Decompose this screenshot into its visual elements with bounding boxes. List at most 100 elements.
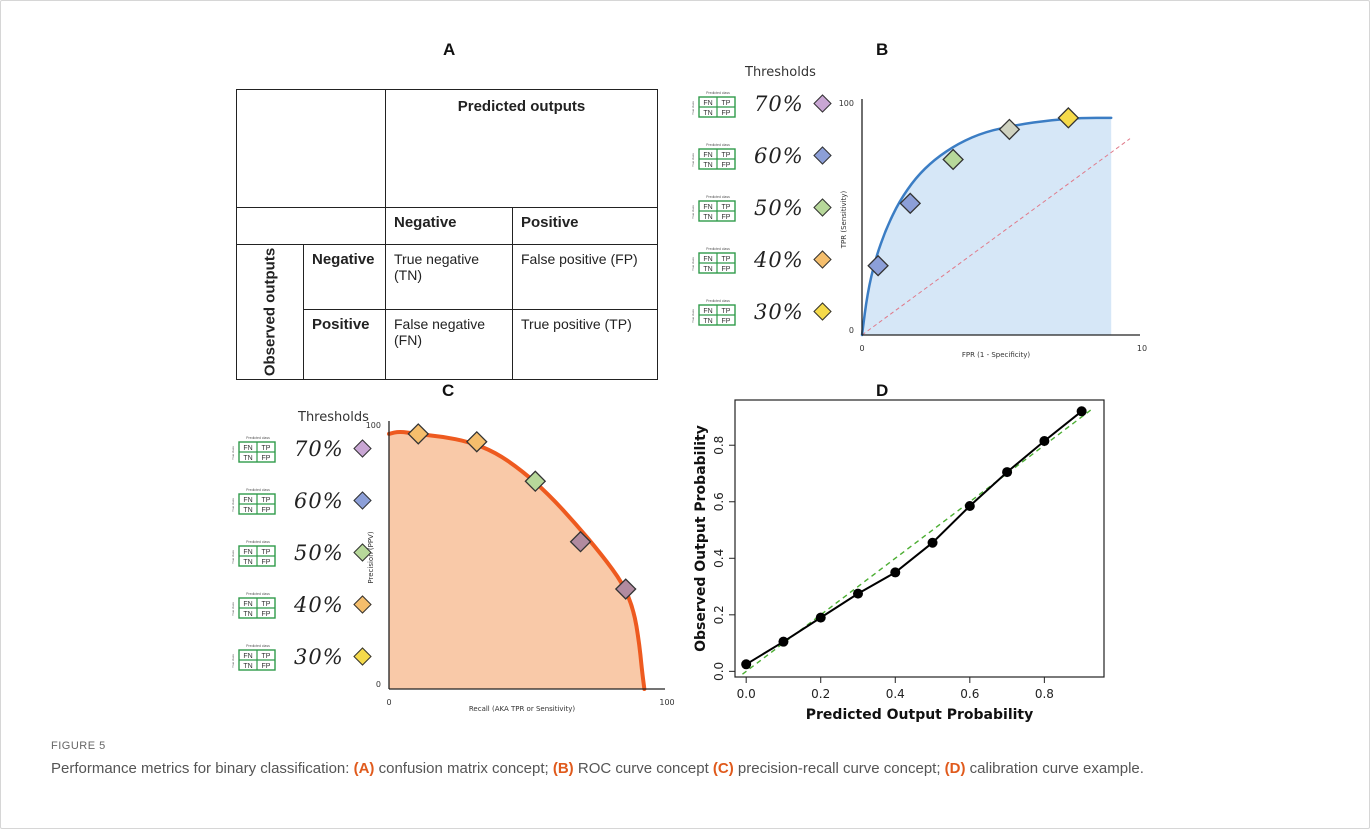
mini-cm-cell-label: TN <box>243 611 252 618</box>
mini-cm-cell-label: FN <box>703 100 712 107</box>
mini-cm-cell-label: TN <box>703 110 712 117</box>
threshold-row: Predicted class True class FN TP TN FP 60% <box>230 487 380 517</box>
y-tick-max: 100 <box>839 99 854 108</box>
cm-col-positive-cell: Positive <box>512 207 658 245</box>
calibration-point <box>1002 467 1013 478</box>
cm-tp-cell: True positive (TP) <box>512 309 658 380</box>
threshold-row: Predicted class True class FN TP TN FP 60% <box>690 142 840 172</box>
mini-cm-side: True class <box>691 153 695 167</box>
x-tick-min: 0 <box>859 344 864 353</box>
calibration-point <box>815 612 826 623</box>
cm-col-negative: Negative <box>394 214 457 231</box>
caption-intro: Performance metrics for binary classific… <box>51 760 354 777</box>
threshold-marker <box>1057 107 1080 129</box>
mini-cm-side: True class <box>231 446 235 460</box>
threshold-label: 40% <box>294 593 344 617</box>
y-tick-min: 0 <box>376 680 381 689</box>
threshold-row: Predicted class True class FN TP TN FP 40% <box>230 591 380 621</box>
threshold-row: Predicted class True class FN TP TN FP 70% <box>230 435 380 465</box>
mini-cm-cell-label: FP <box>262 507 271 514</box>
mini-confusion-matrix-icon: Predicted class True class FN TP TN FP <box>231 436 276 463</box>
mini-cm-cell-label: FP <box>262 663 271 670</box>
cm-corner <box>236 89 386 208</box>
mini-cm-cell-label: FN <box>243 653 252 660</box>
mini-cm-cell-label: TN <box>703 214 712 221</box>
cm-tn-cell: True negative (TN) <box>385 244 513 310</box>
threshold-marker <box>465 430 488 453</box>
cm-col-positive: Positive <box>521 214 579 231</box>
threshold-marker <box>614 578 637 600</box>
x-axis-label: FPR (1 - Specificity) <box>962 351 1031 359</box>
mini-cm-cell-label: TP <box>722 100 731 107</box>
mini-cm-header: Predicted class <box>246 488 270 492</box>
threshold-row: Predicted class True class FN TP TN FP 30% <box>230 643 380 673</box>
mini-confusion-matrix-icon: Predicted class True class FN TP TN FP <box>231 540 276 567</box>
mini-confusion-matrix-icon: Predicted class True class FN TP TN FP <box>691 143 736 170</box>
mini-cm-side: True class <box>691 309 695 323</box>
threshold-label: 30% <box>754 300 804 324</box>
mini-cm-header: Predicted class <box>246 540 270 544</box>
mini-cm-cell-label: TN <box>243 663 252 670</box>
mini-cm-cell-label: TN <box>243 507 252 514</box>
y-axis-label: Observed Output Probability <box>693 425 709 652</box>
cm-predicted-header-cell: Predicted outputs <box>385 89 658 208</box>
threshold-label: 60% <box>754 144 804 168</box>
threshold-marker <box>407 423 430 445</box>
mini-cm-side: True class <box>231 550 235 564</box>
threshold-row: Predicted class True class FN TP TN FP 50% <box>690 194 840 224</box>
mini-cm-header: Predicted class <box>246 592 270 596</box>
mini-cm-cell-label: TN <box>703 318 712 325</box>
mini-cm-header: Predicted class <box>706 143 730 147</box>
mini-confusion-matrix-icon: Predicted class True class FN TP TN FP <box>231 644 276 671</box>
mini-confusion-matrix-icon: Predicted class True class FN TP TN FP <box>691 247 736 274</box>
mini-cm-side: True class <box>691 101 695 115</box>
mini-confusion-matrix-icon: Predicted class True class FN TP TN FP <box>691 195 736 222</box>
mini-cm-cell-label: FP <box>722 214 731 221</box>
threshold-row: Predicted class True class FN TP TN FP 30% <box>690 298 840 328</box>
mini-cm-cell-label: FN <box>703 204 712 211</box>
mini-cm-cell-label: TN <box>703 162 712 169</box>
threshold-marker <box>942 148 964 171</box>
mini-cm-cell-label: TP <box>262 497 271 504</box>
y-tick-label: 0.6 <box>712 492 726 511</box>
threshold-marker <box>569 530 592 553</box>
mini-cm-header: Predicted class <box>706 299 730 303</box>
calibration-point <box>778 636 789 647</box>
cm-corner-lower <box>236 207 386 245</box>
caption-d-text: calibration curve example. <box>965 760 1144 777</box>
mini-cm-side: True class <box>231 654 235 668</box>
cm-fn-cell: False negative (FN) <box>385 309 513 380</box>
threshold-legend-title-b: Thresholds <box>745 65 816 80</box>
calibration-point <box>1039 435 1050 446</box>
x-tick-label: 0.4 <box>886 687 905 701</box>
curve-area-fill <box>389 431 645 689</box>
cm-fn: False negative (FN) <box>394 316 486 348</box>
mini-cm-header: Predicted class <box>706 247 730 251</box>
cm-row-positive: Positive <box>312 316 370 333</box>
mini-cm-side: True class <box>231 498 235 512</box>
mini-cm-cell-label: TP <box>262 601 271 608</box>
threshold-label: 70% <box>754 92 804 116</box>
mini-cm-cell-label: FP <box>262 455 271 462</box>
cm-fp-cell: False positive (FP) <box>512 244 658 310</box>
threshold-label: 60% <box>294 489 344 513</box>
mini-cm-cell-label: FN <box>243 549 252 556</box>
cm-observed-header-cell: Observed outputs <box>236 244 304 380</box>
calibration-point <box>890 567 901 578</box>
mini-confusion-matrix-icon: Predicted class True class FN TP TN FP <box>231 592 276 619</box>
mini-cm-cell-label: TP <box>722 204 731 211</box>
panel-label-b: B <box>876 40 889 59</box>
y-tick-label: 0.0 <box>712 662 726 681</box>
cm-col-negative-cell: Negative <box>385 207 513 245</box>
threshold-marker <box>524 470 547 493</box>
random-classifier-diagonal <box>861 138 1131 336</box>
x-tick-label: 0.0 <box>737 687 756 701</box>
calibration-point <box>964 500 975 511</box>
y-axis-label: TPR (Sensitivity) <box>840 190 848 249</box>
caption-a-text: confusion matrix concept; <box>374 760 553 777</box>
mini-confusion-matrix-icon: Predicted class True class FN TP TN FP <box>691 299 736 326</box>
mini-cm-cell-label: FP <box>722 318 731 325</box>
panel-label-a: A <box>443 40 456 59</box>
y-tick-min: 0 <box>849 326 854 335</box>
